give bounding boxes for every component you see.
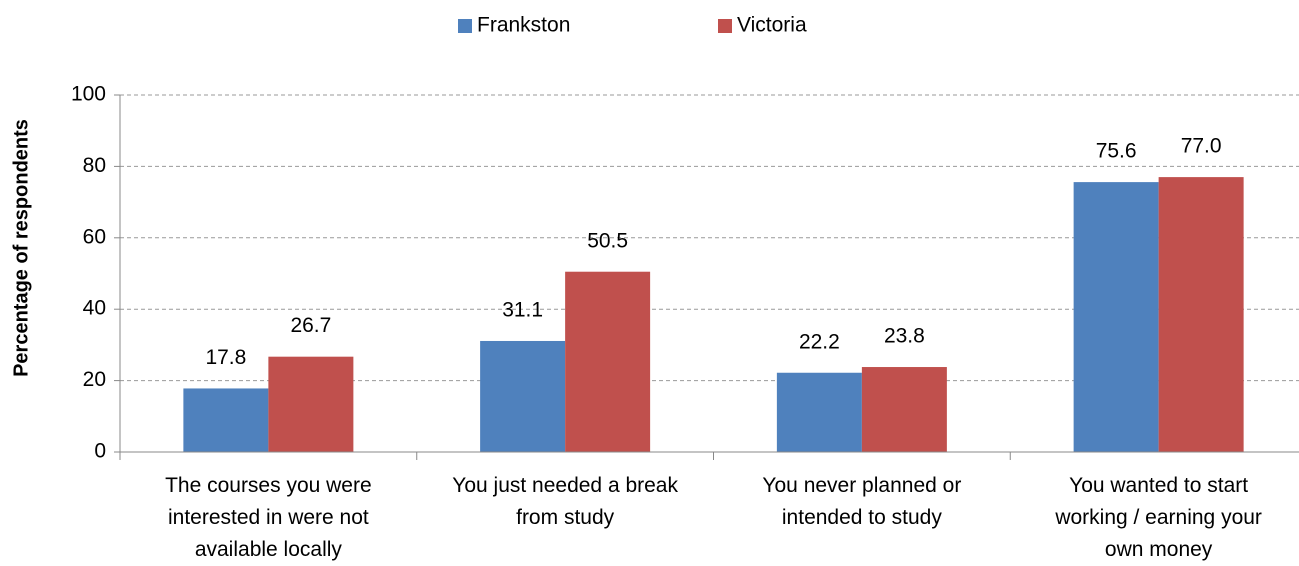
data-label: 50.5: [587, 229, 628, 252]
legend-label: Victoria: [737, 14, 807, 37]
y-tick-label: 80: [83, 154, 106, 177]
data-label: 23.8: [884, 325, 925, 348]
bar: [183, 388, 269, 452]
x-tick-label: The courses you were interested in were …: [165, 474, 372, 561]
y-tick-label: 0: [94, 440, 106, 463]
data-label: 77.0: [1181, 135, 1222, 158]
legend-swatch: [718, 19, 732, 33]
bar: [480, 340, 566, 452]
bar: [1158, 177, 1244, 453]
x-tick-label: You never planned or intended to study: [762, 474, 962, 529]
data-label: 75.6: [1096, 140, 1137, 163]
bar: [861, 367, 947, 452]
legend-label: Frankston: [477, 14, 570, 37]
y-tick-label: 100: [71, 83, 106, 106]
bar: [268, 356, 354, 452]
legend-swatch: [458, 19, 472, 33]
x-tick-label: You just needed a break from study: [452, 474, 678, 529]
bar: [1073, 182, 1159, 452]
data-label: 26.7: [290, 314, 331, 337]
y-tick-label: 40: [83, 297, 106, 320]
y-axis-title: Percentage of respondents: [10, 119, 32, 377]
y-tick-label: 60: [83, 225, 106, 248]
data-label: 31.1: [502, 299, 543, 322]
bar: [565, 271, 651, 452]
x-tick-label: You wanted to start working / earning yo…: [1055, 474, 1262, 561]
data-label: 17.8: [205, 346, 246, 369]
bar: [776, 372, 862, 452]
data-label: 22.2: [799, 330, 840, 353]
y-tick-label: 20: [83, 368, 106, 391]
